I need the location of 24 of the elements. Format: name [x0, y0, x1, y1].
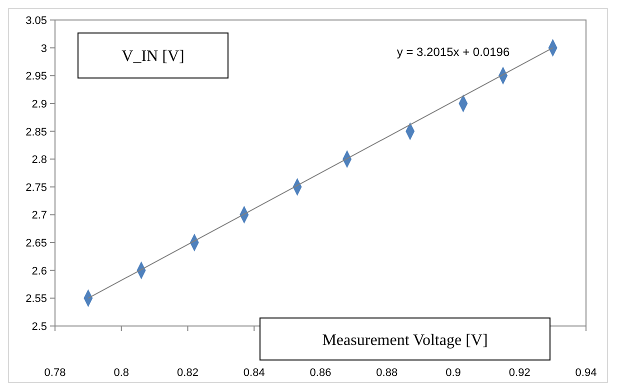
- x-tick-label: 0.94: [575, 367, 597, 379]
- x-tick-label: 0.84: [243, 367, 265, 379]
- y-axis-title: V_IN [V]: [122, 48, 184, 65]
- x-axis-title: Measurement Voltage [V]: [322, 332, 488, 349]
- y-tick-label: 2.9: [32, 98, 47, 110]
- y-tick-label: 2.65: [26, 238, 47, 250]
- y-tick-label: 2.55: [26, 293, 47, 306]
- annotation: y = 3.2015x + 0.0196: [396, 45, 510, 60]
- x-tick-label: 0.9: [446, 367, 461, 379]
- y-tick-label: 2.5: [32, 321, 47, 333]
- x-tick-label: 0.8: [114, 367, 130, 379]
- y-tick-label: 2.85: [26, 126, 47, 138]
- y-tick-label: 3: [40, 42, 47, 55]
- y-tick-label: 2.8: [32, 154, 47, 166]
- y-tick-label: 2.75: [26, 182, 47, 194]
- x-tick-label: 0.78: [44, 367, 66, 379]
- y-tick-label: 3.05: [26, 15, 47, 27]
- y-tick-label: 2.95: [26, 70, 47, 83]
- y-tick-label: 2.6: [32, 265, 47, 278]
- x-tick-label: 0.86: [310, 367, 332, 379]
- x-tick-label: 0.88: [376, 367, 398, 379]
- x-tick-label: 0.82: [177, 367, 198, 379]
- x-tick-label: 0.92: [508, 367, 530, 379]
- y-tick-label: 2.7: [32, 210, 47, 222]
